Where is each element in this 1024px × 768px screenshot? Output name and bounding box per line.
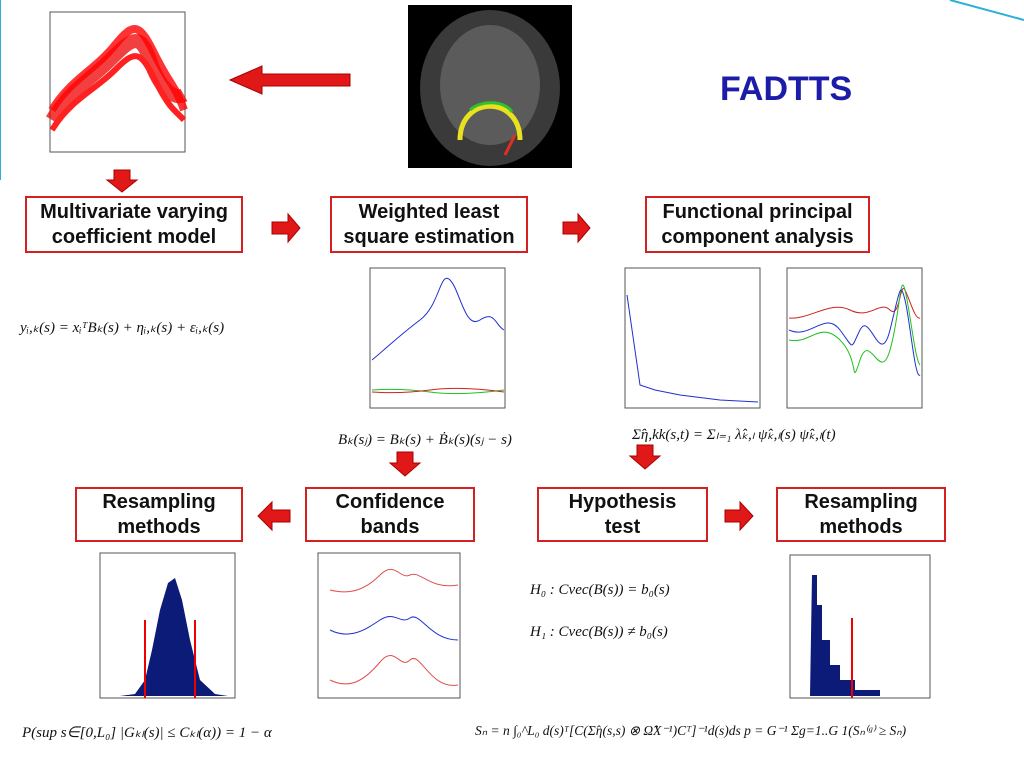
shape [329,568,459,593]
shape [788,284,921,374]
shape [271,212,301,244]
shape [371,387,505,394]
shape [788,289,921,376]
estimate-plot [369,267,506,409]
shape [144,620,196,698]
curves-plot [45,11,188,153]
text-line: square estimation [343,225,515,248]
histogram [789,554,931,699]
shape [503,134,517,156]
text-line: Functional principal [662,200,853,223]
text-line: Hypothesis [568,490,677,513]
text-line: Resampling [804,490,918,513]
shape [457,103,523,141]
text-line: Confidence [335,490,445,513]
shape [45,34,188,124]
eigenvalue-plot [624,267,761,409]
text-line: bands [360,515,420,538]
shape [228,65,351,95]
formula: Bₖ(sⱼ) = Bₖ(s) + Ḃₖ(s)(sⱼ − s) [338,432,512,448]
shape [724,500,754,532]
formula: H₁ : Cvec(B(s)) ≠ b₀(s) [530,624,668,640]
shape [329,615,459,641]
shape [257,500,291,532]
step-box: Multivariate varying coefficient model [25,196,243,253]
brain-image [408,5,572,168]
text-line: component analysis [661,225,854,248]
shape [562,212,591,244]
step-box: Confidence bands [305,487,475,542]
shape [388,451,422,477]
shape [105,169,139,193]
shape [317,552,461,699]
shape [369,267,506,409]
formula: Sₙ = n ∫₀^L₀ d(s)ᵀ[C(Σ̂η(s,s) ⊗ Ω̂X⁻¹)Cᵀ… [475,723,907,738]
text-line: methods [117,515,201,538]
shape [49,53,187,132]
text-line: test [604,515,641,538]
shape [626,294,759,403]
formula: Σ̂η,kk(s,t) = Σₗ₌₁ λ̂ₖ,ₗ ψ̂ₖ,ₗ(s) ψ̂ₖ,ₗ(… [632,427,836,443]
shape [371,388,505,395]
step-box: Resampling methods [75,487,243,542]
histogram [99,552,236,699]
shape [371,277,505,361]
step-box: Functional principal component analysis [645,196,870,253]
shape [120,578,228,696]
step-box: Hypothesis test [537,487,708,542]
accent-line [949,0,1024,21]
bands-plot [317,552,461,699]
eigenfunction-plot [786,267,923,409]
shape [810,575,880,696]
slide-title: FADTTS [720,70,853,108]
text-line: Resampling [102,490,216,513]
shape [329,655,459,686]
shape [48,25,188,113]
text-line: coefficient model [51,225,217,248]
step-box: Resampling methods [776,487,946,542]
shape [440,25,540,145]
arrows [105,65,754,532]
shape [788,287,921,319]
step-box: Weighted least square estimation [330,196,528,253]
formula: H₀ : Cvec(B(s)) = b₀(s) [530,582,670,598]
formula: P(sup s∈[0,L₀] |Gₖₗ(s)| ≤ Cₖₗ(α)) = 1 − … [22,725,272,741]
text-line: Multivariate varying [40,200,228,223]
shape [624,267,761,409]
text-line: Weighted least [358,200,500,223]
formula: yᵢ,ₖ(s) = xᵢᵀBₖ(s) + ηᵢ,ₖ(s) + εᵢ,ₖ(s) [20,320,225,336]
text-line: methods [819,515,903,538]
shape [628,444,662,470]
shape [468,101,514,113]
